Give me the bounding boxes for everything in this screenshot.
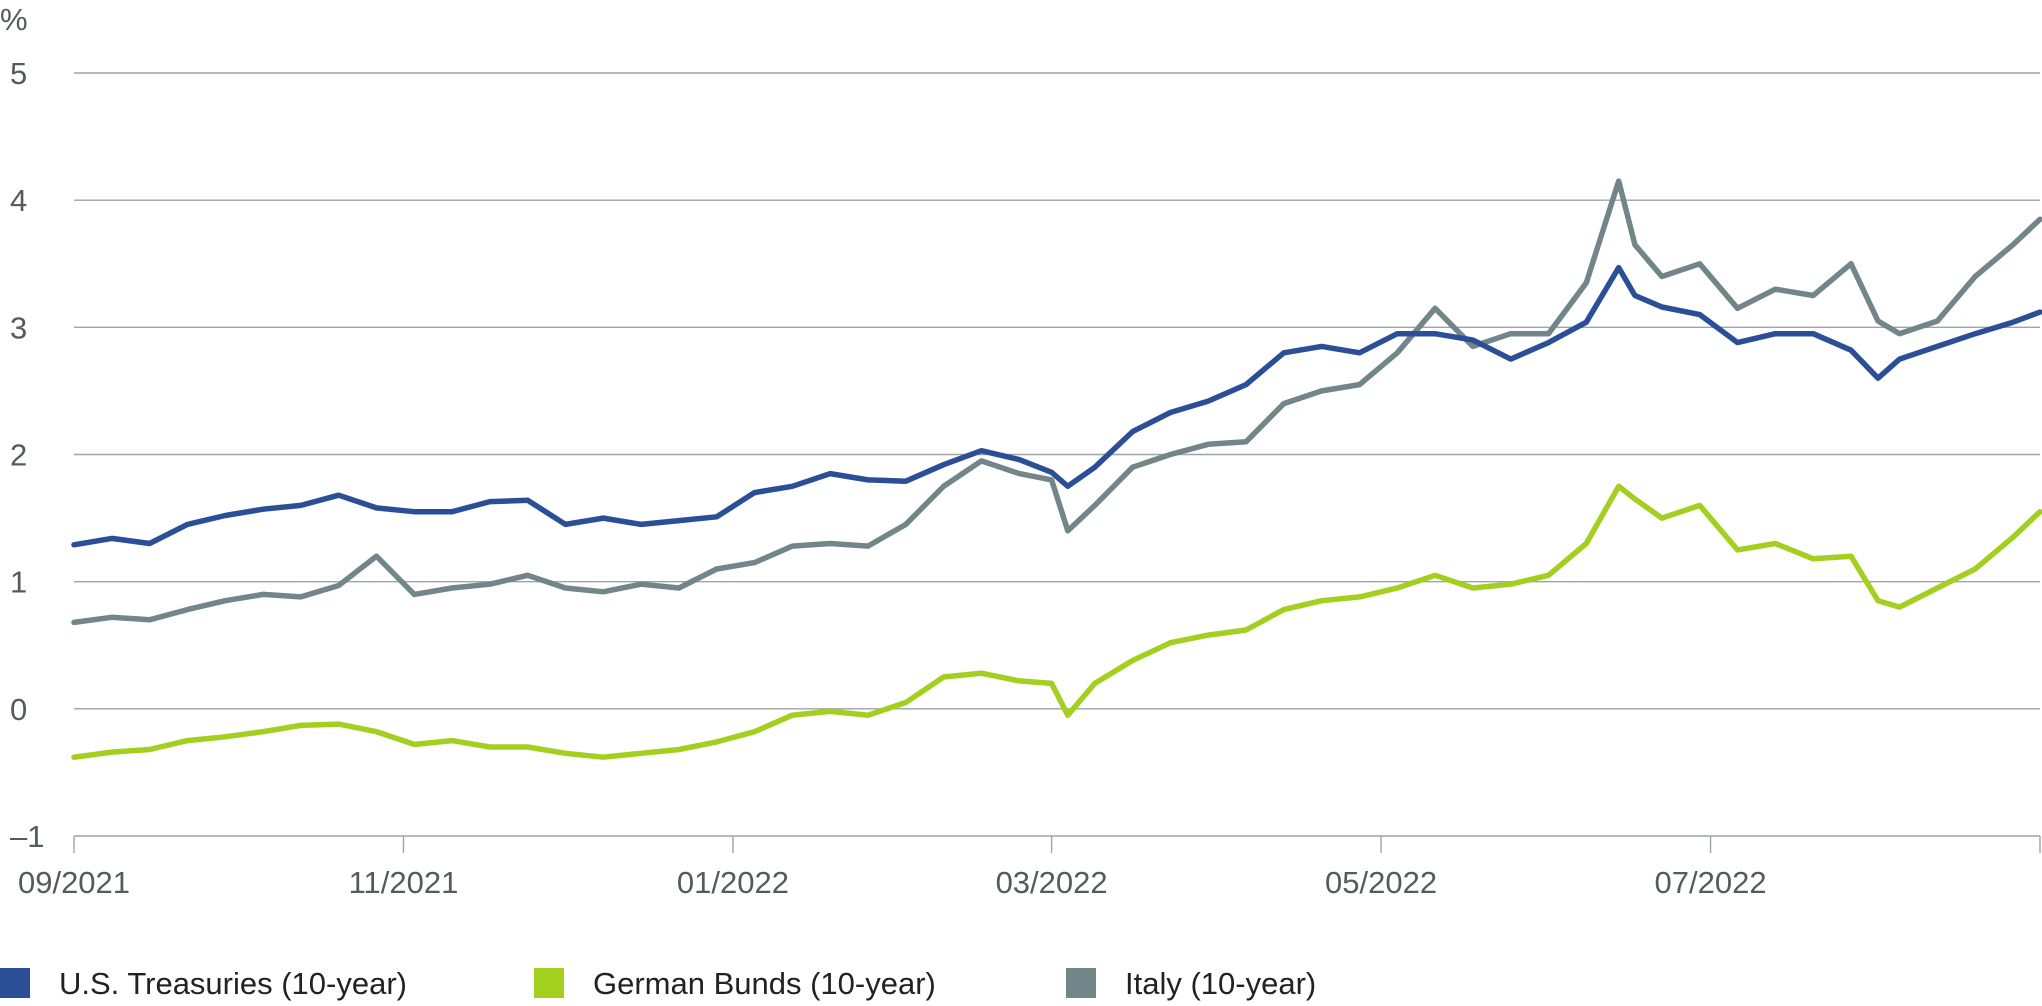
gridlines: [74, 72, 2040, 710]
y-tick-label: 5: [10, 56, 27, 91]
y-axis-tick-labels: 5 4 3 2 1 0 –1: [10, 56, 44, 854]
y-axis-unit-label: %: [0, 2, 28, 37]
legend-swatch: [534, 968, 564, 998]
series-lines: [71, 178, 2042, 760]
legend: U.S. Treasuries (10-year) German Bunds (1…: [0, 966, 1316, 1001]
x-axis: 09/2021 11/2021 01/2022 03/2022 05/2022 07/20…: [18, 835, 2041, 900]
x-tick-label: 01/2022: [677, 865, 789, 900]
legend-label: German Bunds (10-year): [593, 966, 936, 1001]
y-tick-label: 4: [10, 183, 27, 218]
legend-label: U.S. Treasuries (10-year): [59, 966, 407, 1001]
x-tick-label: 05/2022: [1325, 865, 1437, 900]
y-tick-label: 3: [10, 310, 27, 345]
x-tick-label: 03/2022: [996, 865, 1108, 900]
legend-swatch: [1066, 968, 1096, 998]
x-tick-label: 07/2022: [1655, 865, 1767, 900]
series-line-italy-10-year: [71, 178, 2042, 626]
y-tick-label: 0: [10, 692, 27, 727]
series-line-german-bunds-10-year: [71, 483, 2042, 760]
y-tick-label: 2: [10, 438, 27, 473]
legend-label: Italy (10-year): [1125, 966, 1316, 1001]
series-line-u-s-treasuries-10-year: [71, 264, 2042, 548]
legend-swatch: [0, 968, 30, 998]
x-tick-label: 11/2021: [349, 865, 459, 900]
x-tick-label: 09/2021: [18, 865, 130, 900]
y-tick-label: –1: [10, 819, 44, 854]
y-tick-label: 1: [10, 565, 27, 600]
